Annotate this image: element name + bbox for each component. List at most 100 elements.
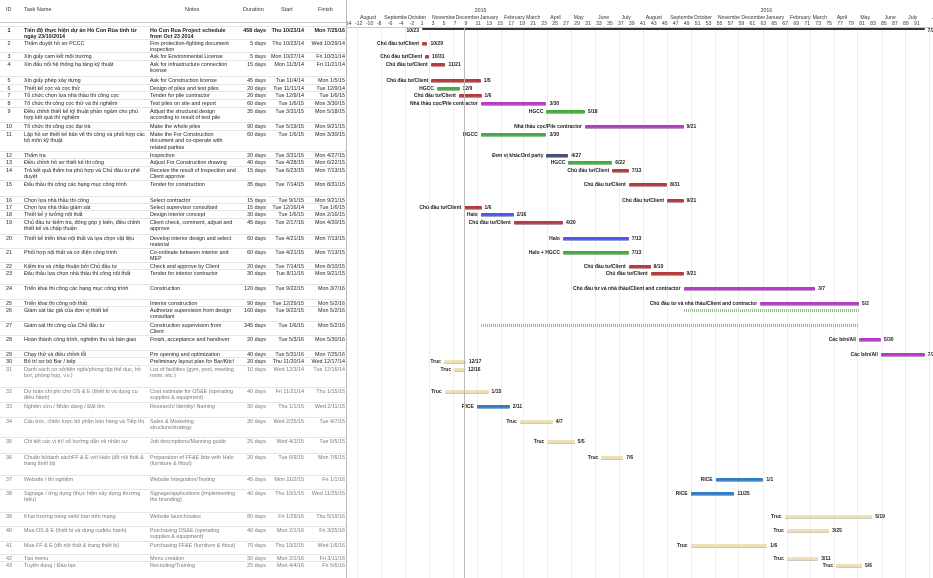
task-duration: 15 days xyxy=(247,198,266,204)
task-bar[interactable] xyxy=(786,529,830,533)
task-bar[interactable] xyxy=(584,125,684,129)
task-bar[interactable] xyxy=(480,133,547,137)
task-bar[interactable] xyxy=(650,272,684,276)
month-label: April xyxy=(836,15,848,21)
task-bar[interactable] xyxy=(683,309,859,312)
task-bar[interactable] xyxy=(562,237,629,241)
task-notes: Adjust the structural design according t… xyxy=(150,109,221,122)
resource-label: Truc xyxy=(430,359,441,365)
task-duration: 20 days xyxy=(247,93,266,99)
task-bar[interactable] xyxy=(430,63,446,67)
task-bar[interactable] xyxy=(547,440,575,444)
task-bar[interactable] xyxy=(858,338,881,342)
task-bar[interactable] xyxy=(444,390,489,394)
task-bar[interactable] xyxy=(683,287,816,291)
week-label: 19 xyxy=(519,21,526,27)
status-date-line xyxy=(464,28,466,578)
col-header-task-name[interactable]: Task Name xyxy=(24,7,52,13)
task-bar[interactable] xyxy=(436,87,460,91)
task-bar[interactable] xyxy=(568,161,613,165)
task-bar[interactable] xyxy=(476,405,510,409)
col-header-start[interactable]: Start xyxy=(281,7,293,13)
task-start: Tue 1/6/15 xyxy=(278,132,304,138)
task-duration: 60 days xyxy=(247,250,266,256)
finish-date-label: 3/7 xyxy=(818,286,826,292)
task-duration: 25 days xyxy=(247,563,266,569)
resource-label: Truc xyxy=(431,389,442,395)
week-label: 67 xyxy=(782,21,789,27)
week-label: 79 xyxy=(848,21,854,27)
task-bar[interactable] xyxy=(628,183,668,187)
month-label: August xyxy=(645,15,662,21)
task-name: Hoàn thành công trình, nghiệm thu và bàn… xyxy=(24,337,137,343)
col-header-duration[interactable]: Duration xyxy=(243,7,264,13)
task-name: Tiến độ thực hiện dự án Hồ Con Rùa tính … xyxy=(24,28,137,41)
task-start: Tue 5/31/16 xyxy=(275,352,304,358)
task-name: Chọn lựa nhà thầu giám sát xyxy=(24,205,91,211)
task-bar[interactable] xyxy=(880,353,925,357)
task-id: 28 xyxy=(6,337,12,343)
task-bar[interactable] xyxy=(784,515,873,519)
row-divider xyxy=(0,526,346,527)
col-header-notes[interactable]: Notes xyxy=(185,7,200,13)
task-duration: 30 days xyxy=(247,419,266,425)
task-bar[interactable] xyxy=(480,324,859,327)
task-bar[interactable] xyxy=(443,360,466,364)
task-bar[interactable] xyxy=(690,492,735,496)
task-bar[interactable] xyxy=(431,79,481,83)
finish-date-label: 11/25 xyxy=(737,491,750,497)
month-label: January xyxy=(479,15,499,21)
task-duration: 40 days xyxy=(247,389,266,395)
task-notes: Website Integration/Testing xyxy=(150,477,215,483)
task-bar[interactable] xyxy=(786,557,819,561)
task-name: Mua OS & E (thiết bị và dụng cụđiều hành… xyxy=(24,528,127,534)
task-bar[interactable] xyxy=(422,42,428,46)
task-bar[interactable] xyxy=(562,251,629,255)
month-label: January xyxy=(765,15,785,21)
task-bar[interactable] xyxy=(454,368,466,372)
task-bar[interactable] xyxy=(546,154,569,158)
task-bar[interactable] xyxy=(667,199,684,203)
task-bar[interactable] xyxy=(464,206,482,210)
task-name: Phối hợp nội thất và cơ điện công trình xyxy=(24,250,118,256)
task-bar[interactable] xyxy=(612,169,629,173)
task-id: 37 xyxy=(6,477,12,483)
finish-date-label: 12/9 xyxy=(462,86,473,92)
resource-label: Truc xyxy=(770,514,782,520)
task-bar[interactable] xyxy=(715,478,764,482)
col-header-id[interactable]: ID xyxy=(6,7,12,13)
week-label: 43 xyxy=(650,21,657,27)
col-header-finish[interactable]: Finish xyxy=(318,7,333,13)
task-notes: Pre opening and optimization xyxy=(150,352,220,358)
task-bar[interactable] xyxy=(690,544,768,548)
task-bar[interactable] xyxy=(513,221,563,225)
row-divider xyxy=(0,402,346,403)
week-label: -2 xyxy=(409,21,415,27)
task-name: Dự toán chi phí cho OS & E (thiết bị và … xyxy=(24,389,138,402)
resource-label: Truc xyxy=(773,528,784,534)
task-name: Tổ chức thi công cọc đại trà xyxy=(24,124,91,130)
row-divider xyxy=(0,196,346,197)
task-bar[interactable] xyxy=(519,420,553,424)
task-duration: 20 days xyxy=(247,86,266,92)
task-duration: 35 days xyxy=(247,182,266,188)
row-divider xyxy=(0,321,346,322)
task-bar[interactable] xyxy=(760,302,859,306)
task-bar[interactable] xyxy=(546,110,585,114)
task-bar[interactable] xyxy=(836,564,863,568)
week-label: 41 xyxy=(639,21,646,27)
task-finish: Tue 1/6/15 xyxy=(319,93,345,99)
task-bar[interactable] xyxy=(458,94,482,98)
task-bar[interactable] xyxy=(480,213,514,217)
summary-bar[interactable] xyxy=(422,28,925,30)
task-bar[interactable] xyxy=(601,456,624,460)
task-id: 15 xyxy=(6,182,12,188)
task-duration: 45 days xyxy=(247,78,266,84)
task-bar[interactable] xyxy=(480,102,547,106)
resource-label: Truc xyxy=(533,439,545,445)
row-divider xyxy=(0,541,346,542)
resource-label: Truc xyxy=(587,455,599,461)
task-bar[interactable] xyxy=(628,265,651,269)
task-bar[interactable] xyxy=(425,55,430,59)
task-start: Tue 11/4/14 xyxy=(275,78,304,84)
